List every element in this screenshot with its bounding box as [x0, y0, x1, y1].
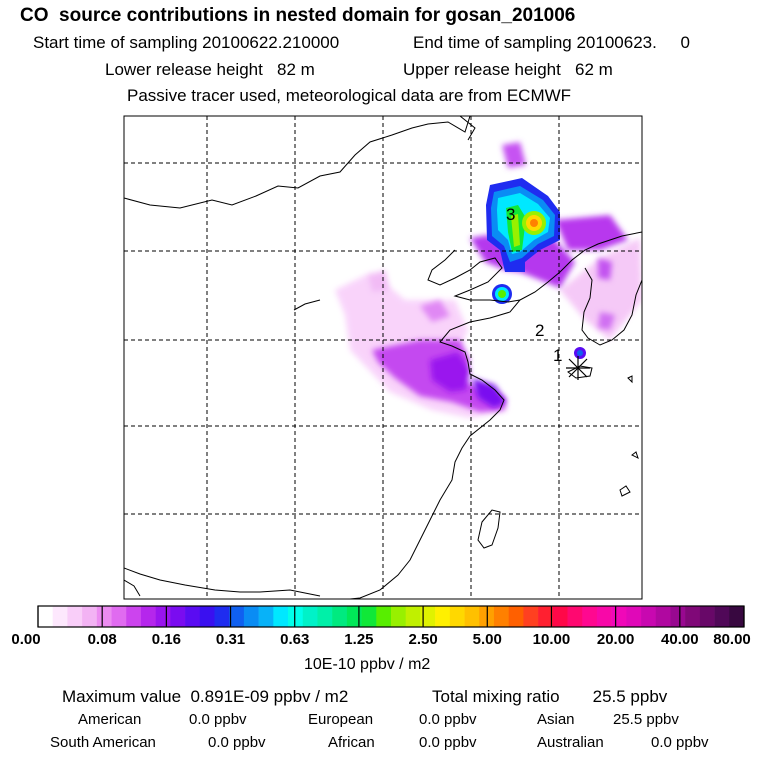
colorbar-swatch — [420, 606, 436, 627]
australian-label: Australian — [537, 734, 604, 751]
asian-label: Asian — [537, 711, 575, 728]
colorbar-tick-label: 1.25 — [344, 631, 374, 648]
colorbar-swatch — [567, 606, 583, 627]
colorbar-tick-label: 0.31 — [215, 631, 246, 648]
colorbar-swatch — [38, 606, 54, 627]
african-label: African — [328, 734, 375, 751]
colorbar-tick-label: 0.63 — [280, 631, 310, 648]
colorbar-swatch — [670, 606, 686, 627]
tracer-note: Passive tracer used, meteorological data… — [127, 86, 572, 105]
colorbar-swatch — [641, 606, 657, 627]
colorbar-swatch — [140, 606, 156, 627]
colorbar-swatch — [699, 606, 715, 627]
colorbar-swatch — [332, 606, 348, 627]
colorbar-swatch — [435, 606, 451, 627]
colorbar-swatch — [729, 606, 745, 627]
colorbar-swatch — [376, 606, 392, 627]
total-mixing-ratio: Total mixing ratio 25.5 ppbv — [432, 687, 668, 706]
colorbar-swatch — [391, 606, 407, 627]
colorbar-swatch — [508, 606, 524, 627]
colorbar-tick-label: 2.50 — [408, 631, 438, 648]
colorbar-swatch — [523, 606, 539, 627]
colorbar-swatch — [273, 606, 289, 627]
point-label-3: 3 — [506, 205, 515, 224]
colorbar-swatch — [626, 606, 642, 627]
colorbar-swatch — [582, 606, 598, 627]
colorbar-swatch — [199, 606, 215, 627]
sampling-end: End time of sampling 20100623. 0 — [413, 33, 690, 52]
colorbar-swatch — [655, 606, 671, 627]
source-hotspot-bohai — [492, 284, 512, 304]
colorbar-swatch — [538, 606, 554, 627]
colorbar-tick-label: 80.00 — [713, 631, 751, 648]
colorbar-tick-label: 0.16 — [151, 631, 181, 648]
colorbar-swatch — [302, 606, 318, 627]
colorbar-swatch — [317, 606, 333, 627]
colorbar-swatch — [155, 606, 171, 627]
colorbar-swatch — [288, 606, 304, 627]
colorbar-swatch — [685, 606, 701, 627]
maximum-value: Maximum value 0.891E-09 ppbv / m2 — [62, 687, 349, 706]
receptor-marker — [566, 356, 590, 380]
colorbar-frame — [37, 605, 745, 628]
colorbar — [37, 605, 745, 628]
colorbar-swatch — [346, 606, 362, 627]
colorbar-tick-label: 0.08 — [87, 631, 117, 648]
colorbar-swatch — [493, 606, 509, 627]
lower-release-height: Lower release height 82 m — [105, 60, 315, 79]
colorbar-swatch — [464, 606, 480, 627]
colorbar-swatch — [96, 606, 112, 627]
european-value: 0.0 ppbv — [419, 711, 477, 728]
colorbar-swatch — [126, 606, 142, 627]
colorbar-swatch — [714, 606, 730, 627]
american-value: 0.0 ppbv — [189, 711, 247, 728]
colorbar-tick-label: 20.00 — [596, 631, 635, 648]
map-frame — [123, 115, 643, 600]
lat-lon-grid — [124, 116, 642, 599]
point-label-1: 1 — [553, 346, 562, 365]
australian-value: 0.0 ppbv — [651, 734, 709, 751]
colorbar-tick-label: 5.00 — [472, 631, 502, 648]
south-american-value: 0.0 ppbv — [208, 734, 266, 751]
upper-release-height: Upper release height 62 m — [403, 60, 613, 79]
colorbar-swatch — [67, 606, 83, 627]
american-label: American — [78, 711, 142, 728]
colorbar-swatch — [361, 606, 377, 627]
colorbar-swatch — [214, 606, 230, 627]
page-title: CO source contributions in nested domain… — [20, 5, 576, 26]
colorbar-swatch — [185, 606, 201, 627]
colorbar-swatch — [170, 606, 186, 627]
colorbar-tick-label: 40.00 — [661, 631, 699, 648]
african-value: 0.0 ppbv — [419, 734, 477, 751]
south-american-label: South American — [50, 734, 156, 751]
source-hotspot-south — [574, 347, 586, 359]
point-label-2: 2 — [535, 321, 544, 340]
colorbar-swatch — [596, 606, 612, 627]
sampling-start: Start time of sampling 20100622.210000 — [33, 33, 340, 52]
colorbar-swatch — [552, 606, 568, 627]
european-label: European — [308, 711, 374, 728]
colorbar-tick-label: 10.00 — [532, 631, 571, 648]
colorbar-swatch — [243, 606, 259, 627]
plume-layer — [124, 116, 642, 599]
source-hotspot-north — [486, 178, 560, 272]
colorbar-swatch — [258, 606, 274, 627]
colorbar-swatch — [82, 606, 98, 627]
colorbar-swatch — [52, 606, 68, 627]
colorbar-swatch — [611, 606, 627, 627]
colorbar-swatch — [111, 606, 127, 627]
colorbar-swatch — [405, 606, 421, 627]
colorbar-swatch — [449, 606, 465, 627]
asian-value: 25.5 ppbv — [613, 711, 679, 728]
colorbar-tick-label: 0.00 — [11, 631, 41, 648]
colorbar-swatch — [229, 606, 245, 627]
colorbar-units: 10E-10 ppbv / m2 — [304, 656, 431, 673]
